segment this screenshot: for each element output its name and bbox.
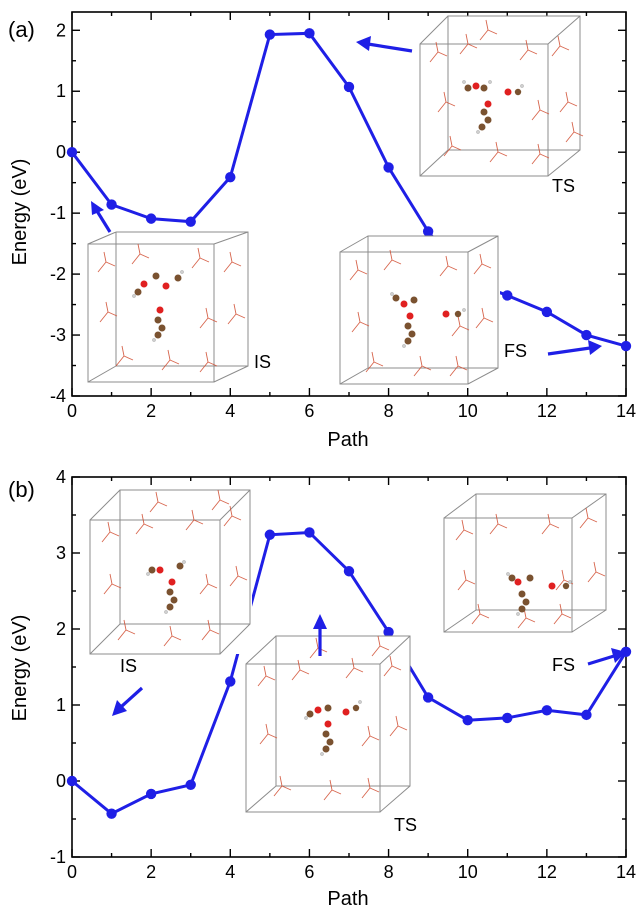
panel-b-data-point bbox=[304, 527, 315, 538]
molecule-icon bbox=[132, 270, 184, 342]
panel-a-is-label: IS bbox=[254, 352, 271, 372]
panel-a-ts-arrow bbox=[356, 36, 413, 53]
panel-b-series bbox=[66, 527, 632, 819]
panel-b-data-point bbox=[422, 692, 434, 703]
panel-a-fs-arrow bbox=[547, 340, 602, 356]
panel-a-x-tick-label: 0 bbox=[67, 401, 77, 421]
panel-b-y-tick-label: 2 bbox=[56, 619, 66, 639]
panel-a-y-tick-label: -4 bbox=[50, 386, 66, 406]
panel-a-series bbox=[66, 28, 632, 352]
panel-a-data-point bbox=[581, 329, 592, 341]
panel-a-data-point bbox=[66, 146, 78, 158]
panel-b-x-axis-title: Path bbox=[327, 888, 368, 909]
panel-b-x-tick-label: 12 bbox=[537, 862, 557, 882]
panel-b-data-point bbox=[541, 705, 553, 716]
panel-a-data-point bbox=[145, 213, 157, 224]
panel-b-inset-is bbox=[89, 489, 252, 655]
panel-a-data-point bbox=[502, 290, 513, 301]
molecule-icon bbox=[462, 80, 524, 134]
panel-b-y-tick-label: 3 bbox=[56, 543, 66, 563]
panel-a-x-tick-label: 6 bbox=[304, 401, 314, 421]
panel-a-ts-label: TS bbox=[552, 176, 575, 196]
panel-a-inset-fs bbox=[339, 235, 500, 386]
panel-b-data-point bbox=[185, 779, 196, 790]
panel-b-inset-fs bbox=[443, 493, 607, 633]
panel-b-ts-arrow bbox=[313, 614, 327, 656]
panel-a-y-tick-label: 0 bbox=[56, 142, 66, 162]
panel-b-x-tick-label: 0 bbox=[67, 862, 77, 882]
molecule-icon bbox=[506, 572, 572, 616]
panel-b-data-point bbox=[581, 709, 592, 721]
panel-b-ts-label: TS bbox=[394, 815, 417, 835]
panel-a-data-point bbox=[185, 216, 196, 227]
panel-a-data-point bbox=[106, 199, 117, 210]
panel-a-data-point bbox=[541, 306, 553, 318]
panel-a-fs-label: FS bbox=[504, 341, 527, 361]
panel-b-x-tick-label: 10 bbox=[458, 862, 478, 882]
panel-a-data-point bbox=[383, 162, 394, 173]
panel-a-data-point bbox=[264, 29, 276, 40]
panel-a-y-tick-label: 1 bbox=[56, 81, 66, 101]
panel-a-data-point bbox=[620, 340, 632, 352]
panel-b-x-tick-label: 6 bbox=[304, 862, 314, 882]
panel-a-inset-ts: TS bbox=[419, 15, 584, 196]
panel-b-data-point bbox=[66, 775, 78, 787]
panel-a-data-point bbox=[225, 171, 236, 183]
panel-a-data-point bbox=[422, 226, 434, 237]
panel-b-x-tick-label: 8 bbox=[384, 862, 394, 882]
panel-b-fs-label: FS bbox=[552, 655, 575, 675]
panel-a-x-tick-label: 14 bbox=[616, 401, 636, 421]
panel-a-x-tick-label: 4 bbox=[225, 401, 235, 421]
panel-a-x-axis-title: Path bbox=[327, 429, 368, 451]
panel-b-data-point bbox=[383, 626, 394, 638]
panel-b-y-tick-label: 4 bbox=[56, 467, 66, 487]
panel-a-y-tick-label: -3 bbox=[50, 325, 66, 345]
panel-a-inset-is: IS bbox=[87, 231, 271, 383]
panel-b-x-tick-label: 2 bbox=[146, 862, 156, 882]
panel-b-y-tick-label: 1 bbox=[56, 695, 66, 715]
panel-a-data-point bbox=[343, 81, 355, 93]
panel-a-y-tick-label: -2 bbox=[50, 264, 66, 284]
panel-b-data-point bbox=[225, 676, 236, 687]
panel-b-y-axis-title: Energy (eV) bbox=[9, 615, 31, 722]
panel-b-x-tick-label: 4 bbox=[225, 862, 235, 882]
panel-a-label: (a) bbox=[8, 17, 35, 42]
panel-a-x-tick-label: 2 bbox=[146, 401, 156, 421]
panel-b-data-point bbox=[502, 712, 513, 724]
panel-b-x-tick-label: 14 bbox=[616, 862, 636, 882]
panel-b-data-point bbox=[145, 788, 157, 800]
panel-a-y-axis-title: Energy (eV) bbox=[9, 159, 31, 266]
panel-b-data-point bbox=[264, 529, 276, 540]
molecule-icon bbox=[146, 560, 186, 614]
panel-b-is-label: IS bbox=[120, 656, 137, 676]
panel-b-fs-arrow bbox=[587, 648, 626, 666]
panel-b-is-arrow bbox=[112, 686, 144, 716]
panel-b-data-point bbox=[106, 808, 117, 819]
panel-a-x-tick-label: 8 bbox=[384, 401, 394, 421]
panel-b-data-point bbox=[462, 715, 473, 726]
panel-a-is-arrow bbox=[91, 201, 112, 233]
panel-b-y-tick-label: 0 bbox=[56, 771, 66, 791]
panel-a-x-tick-label: 12 bbox=[537, 401, 557, 421]
panel-a: (a) Energy (eV) Path 0 2 4 6 8 10 12 14-4-3-2-1… bbox=[8, 11, 636, 451]
molecule-icon bbox=[390, 292, 466, 348]
panel-a-x-tick-label: 10 bbox=[458, 401, 478, 421]
panel-b-label: (b) bbox=[8, 477, 35, 502]
panel-a-y-tick-label: 2 bbox=[56, 20, 66, 40]
panel-a-data-point bbox=[304, 28, 315, 39]
panel-b-inset-ts bbox=[245, 635, 411, 813]
panel-a-y-tick-label: -1 bbox=[50, 203, 66, 223]
molecule-icon bbox=[304, 700, 362, 756]
panel-b-data-point bbox=[343, 566, 355, 577]
panel-b-y-tick-label: -1 bbox=[50, 847, 66, 867]
